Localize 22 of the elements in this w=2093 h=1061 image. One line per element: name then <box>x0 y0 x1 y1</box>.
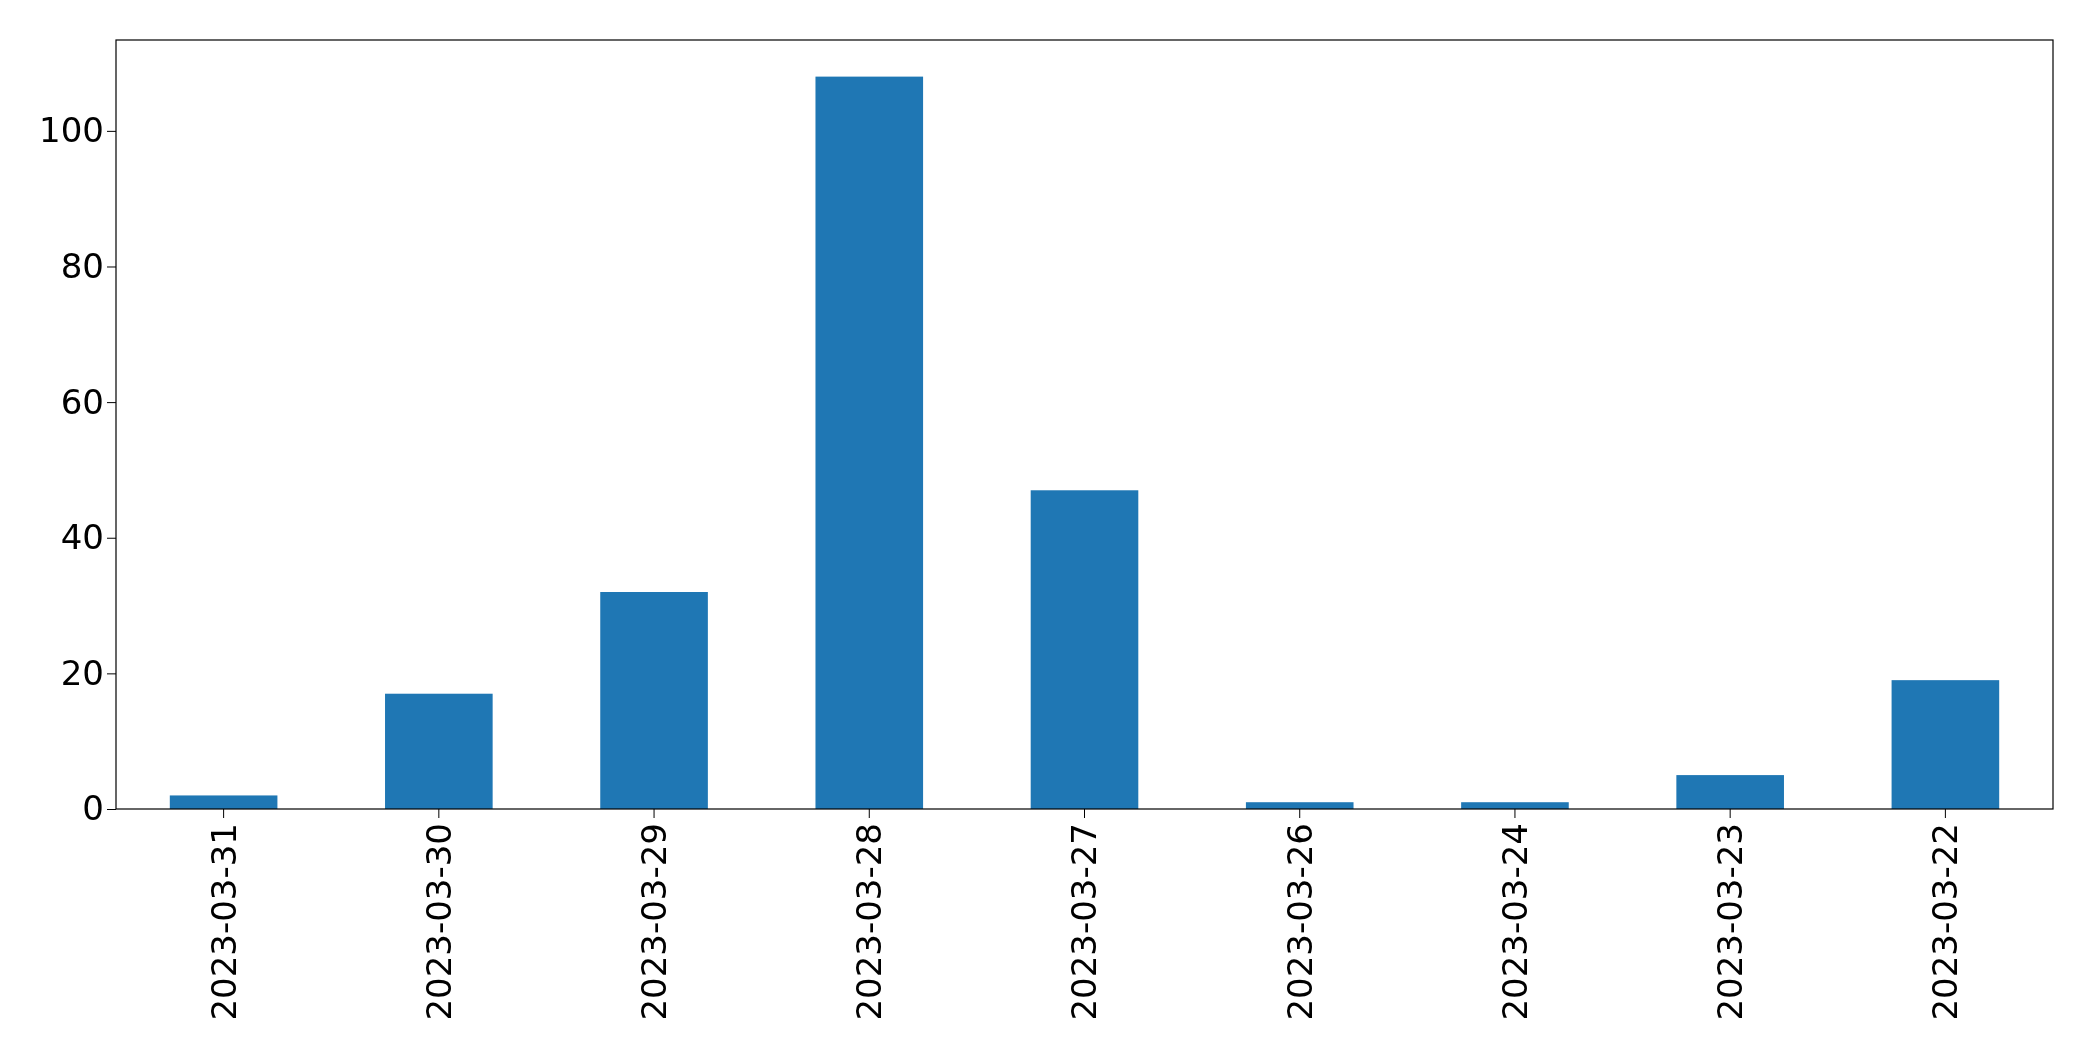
x-tick-label: 2023-03-26 <box>1279 823 1320 1021</box>
bar <box>815 76 924 809</box>
y-tick-label: 60 <box>60 381 104 422</box>
y-tick-label: 100 <box>39 110 104 151</box>
bar <box>1676 775 1784 809</box>
x-tick-label: 2023-03-29 <box>633 823 674 1021</box>
bar <box>1030 490 1139 809</box>
y-tick-label: 40 <box>60 517 104 558</box>
x-tick-label: 2023-03-28 <box>849 823 890 1021</box>
x-tick-label: 2023-03-24 <box>1494 823 1535 1021</box>
bar <box>600 592 708 809</box>
x-tick-label: 2023-03-27 <box>1064 823 1105 1021</box>
x-tick-label: 2023-03-23 <box>1710 823 1751 1021</box>
y-tick-label: 20 <box>60 652 104 693</box>
y-tick-label: 0 <box>82 788 104 829</box>
bar <box>385 693 493 809</box>
y-tick-label: 80 <box>60 245 104 286</box>
bar <box>1891 680 2000 809</box>
x-tick-label: 2023-03-31 <box>203 823 244 1021</box>
x-tick-label: 2023-03-30 <box>418 823 459 1021</box>
bar <box>169 795 278 809</box>
x-tick-label: 2023-03-22 <box>1925 823 1966 1021</box>
